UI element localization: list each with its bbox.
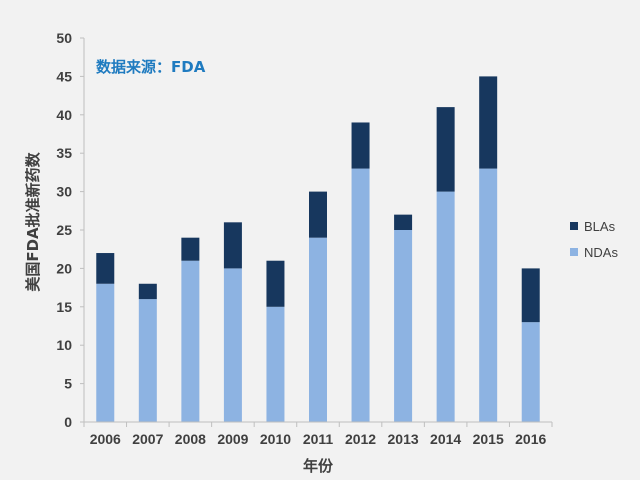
x-tick-label: 2016 [515,431,546,447]
y-tick-label: 10 [56,337,72,353]
bars-group [96,76,540,422]
y-tick-label: 25 [56,222,72,238]
bar-blas-2008 [181,237,200,261]
bar-blas-2009 [223,222,242,269]
x-tick-label: 2015 [473,431,504,447]
y-tick-label: 45 [56,68,72,84]
x-tick-label: 2013 [388,431,419,447]
source-annotation: 数据来源：FDA [96,58,206,76]
bar-ndas-2009 [223,268,242,422]
bar-blas-2010 [266,260,285,307]
bar-ndas-2013 [394,230,413,422]
y-axis-title: 美国FDA批准新药数 [24,151,42,291]
bar-ndas-2006 [96,283,115,422]
legend-swatch-blas [570,222,578,230]
bar-ndas-2015 [479,168,498,422]
bar-ndas-2008 [181,260,200,422]
y-tick-label: 5 [64,376,72,392]
bar-blas-2011 [309,191,327,238]
legend-label-blas: BLAs [584,219,616,234]
x-axis-ticks: 2006 2007 2008 2009 2010 2011 2012 2013 2014 2015… [83,422,553,447]
y-tick-label: 20 [56,260,72,276]
bar-blas-2015 [479,76,498,169]
x-tick-label: 2009 [217,431,248,447]
x-tick-label: 2012 [345,431,376,447]
y-axis-ticks: 0 5 10 15 20 25 30 35 40 45 50 [56,30,84,430]
x-tick-label: 2008 [175,431,206,447]
y-tick-label: 15 [56,299,72,315]
bar-blas-2006 [96,253,115,284]
bar-blas-2013 [394,214,413,230]
bar-blas-2007 [138,283,157,300]
bar-ndas-2014 [436,191,455,422]
legend: BLAs NDAs [570,219,618,260]
bar-blas-2012 [351,122,370,169]
x-tick-label: 2010 [260,431,291,447]
y-tick-label: 40 [56,107,72,123]
y-tick-label: 35 [56,145,72,161]
y-tick-label: 30 [56,184,72,200]
bar-ndas-2016 [521,322,540,422]
bar-ndas-2011 [309,237,327,422]
x-tick-label: 2014 [430,431,461,447]
bar-ndas-2007 [138,299,157,422]
y-tick-label: 50 [56,30,72,46]
bar-ndas-2010 [266,306,285,422]
x-tick-label: 2011 [303,431,334,447]
legend-swatch-ndas [570,248,578,256]
x-tick-label: 2007 [132,431,163,447]
bar-ndas-2012 [351,168,370,422]
bar-blas-2016 [521,268,540,323]
x-axis-title: 年份 [303,457,334,475]
bar-blas-2014 [436,107,455,192]
y-tick-label: 0 [64,414,72,430]
x-tick-label: 2006 [90,431,121,447]
legend-label-ndas: NDAs [584,245,618,260]
